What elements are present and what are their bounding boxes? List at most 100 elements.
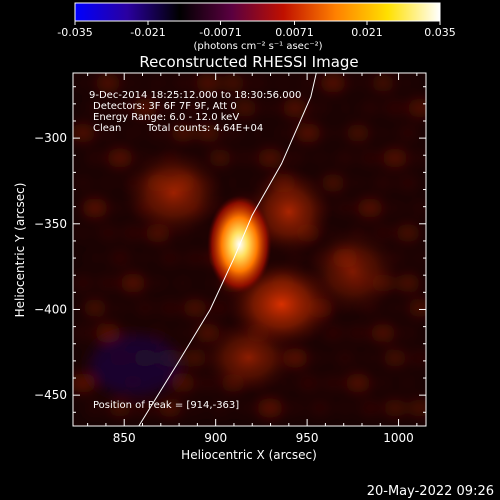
sidelobe-blob — [398, 75, 418, 91]
sidelobe-blob — [320, 73, 346, 93]
sidelobe-blob — [248, 125, 268, 141]
annotation-detectors: Detectors: 3F 6F 7F 9F, Att 0 — [93, 101, 237, 112]
sidelobe-blob — [110, 300, 130, 316]
axis-ticks: 850 900 950 1000 −300 −350 −400 −450 — [34, 73, 426, 445]
footer-timestamp: 20-May-2022 09:26 — [367, 484, 494, 499]
sidelobe-blob — [285, 400, 305, 416]
sidelobe-blob — [82, 198, 108, 218]
plot-frame — [72, 72, 427, 427]
sidelobe-blob — [284, 149, 306, 167]
sidelobe-blob — [397, 124, 419, 142]
sidelobe-blob — [385, 200, 405, 216]
sidelobe-blob — [398, 325, 418, 341]
sidelobe-blob — [147, 124, 169, 142]
chart-title: Reconstructed RHESSI Image — [139, 53, 358, 71]
sidelobe-blob — [334, 349, 356, 367]
sidelobe-blob — [383, 399, 407, 417]
sidelobe-blob — [173, 325, 193, 341]
sidelobe-blob — [408, 298, 426, 318]
sidelobe-blob — [372, 174, 394, 192]
sidelobe-blob — [221, 74, 245, 92]
sidelobe-blob — [73, 324, 94, 342]
sidelobe-blob — [296, 374, 320, 392]
colorbar-bar — [74, 2, 441, 22]
sidelobe-blob — [407, 98, 426, 118]
sidelobe-blob — [371, 74, 395, 92]
sidelobe-blob — [158, 398, 182, 418]
sidelobe-blob — [247, 75, 269, 91]
sidelobe-blob — [396, 223, 420, 243]
sidelobe-blob — [85, 250, 105, 266]
sidelobe-blob — [95, 73, 121, 93]
sidelobe-blob — [148, 325, 168, 341]
sidelobe-blob — [195, 73, 221, 93]
sidelobe-blob — [97, 274, 119, 292]
sidelobe-blob — [410, 250, 426, 266]
sidelobe-blob — [84, 150, 106, 166]
plot-area: 850 900 950 1000 −300 −350 −400 −450 9-Dec-2014… — [34, 72, 427, 445]
annotation-peak: Position of Peak = [914,-363] — [93, 400, 239, 411]
sidelobe-blob — [107, 148, 133, 168]
colorbar-tick-label: -0.0071 — [199, 26, 241, 39]
sidelobe-blob — [397, 174, 419, 192]
secondary-source — [121, 147, 226, 239]
sidelobe-blob — [358, 149, 382, 167]
sidelobe-blob — [135, 250, 155, 266]
sidelobe-blob — [396, 273, 420, 293]
annotation-time-range: 9-Dec-2014 18:25:12.000 to 18:30:56.000 — [89, 90, 301, 101]
sidelobe-blob — [370, 323, 396, 343]
sidelobe-blob — [121, 224, 145, 242]
x-tick-label: 950 — [296, 431, 319, 445]
sidelobe-blob — [410, 150, 426, 166]
sidelobe-blob — [84, 400, 106, 416]
sidelobe-blob — [158, 299, 182, 317]
sidelobe-blob — [123, 125, 143, 141]
y-tick-label: −350 — [34, 217, 67, 231]
sidelobe-blob — [198, 275, 218, 291]
sidelobe-blob — [148, 75, 168, 91]
colorbar-tick-label: 0.021 — [351, 26, 383, 39]
sidelobe-blob — [322, 374, 344, 392]
sidelobe-blob — [345, 373, 371, 393]
y-tick-label: −450 — [34, 388, 67, 402]
sidelobe-blob — [184, 99, 206, 117]
sidelobe-blob — [360, 350, 380, 366]
colorbar-tick-label: -0.035 — [57, 26, 92, 39]
sidelobe-blob — [223, 175, 243, 191]
sidelobe-blob — [185, 400, 205, 416]
sidelobe-blob — [273, 125, 293, 141]
sidelobe-blob — [235, 400, 255, 416]
sidelobe-blob — [346, 324, 370, 342]
sidelobe-blob — [222, 125, 244, 141]
sidelobe-blob — [383, 99, 407, 117]
sidelobe-blob — [257, 148, 283, 168]
x-tick-label: 1000 — [383, 431, 414, 445]
sidelobe-blob — [409, 200, 426, 216]
sidelobe-blob — [83, 299, 107, 317]
sidelobe-blob — [323, 125, 343, 141]
sidelobe-blob — [148, 275, 168, 291]
sidelobe-blob — [348, 175, 368, 191]
sidelobe-blob — [334, 199, 356, 217]
solar-limb-line — [138, 73, 317, 426]
sidelobe-blob — [120, 273, 146, 293]
sidelobe-blob — [346, 124, 370, 142]
sidelobe-blob — [184, 249, 206, 267]
colorbar-tick-label: 0.0071 — [275, 26, 314, 39]
sidelobe-blob — [183, 298, 207, 318]
sidelobe-blob — [382, 148, 408, 168]
sidelobe-blob — [73, 175, 93, 191]
sidelobe-blob — [385, 300, 405, 316]
sidelobe-blob — [85, 100, 105, 116]
annotation-method: Clean — [93, 123, 121, 134]
sidelobe-blob — [208, 149, 232, 167]
sidelobe-blob — [234, 150, 256, 166]
sidelobe-blob — [334, 149, 356, 167]
colorbar: -0.035 -0.021 -0.0071 0.0071 0.021 0.035 (pho… — [57, 2, 456, 52]
x-tick-label: 850 — [113, 431, 136, 445]
sidelobe-blob — [348, 75, 368, 91]
sidelobe-blob — [133, 399, 157, 417]
sidelobe-blob — [173, 275, 193, 291]
sidelobe-blob — [335, 100, 355, 116]
